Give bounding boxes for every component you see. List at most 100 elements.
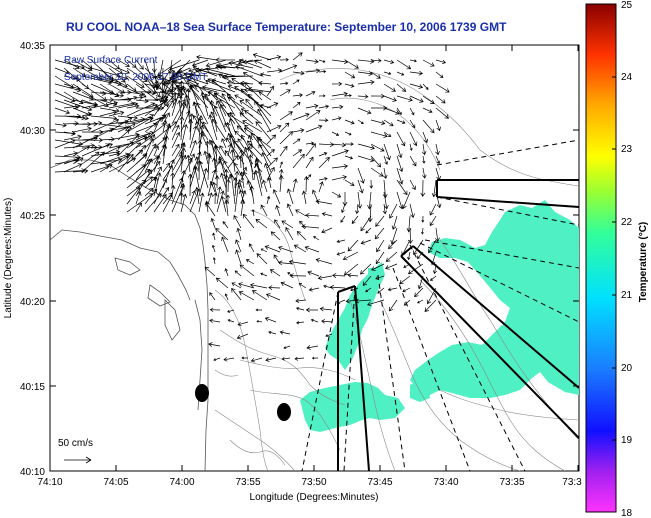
current-vector bbox=[321, 212, 333, 217]
current-vector bbox=[278, 174, 284, 193]
current-vector bbox=[266, 157, 278, 169]
current-vector bbox=[233, 140, 254, 165]
current-vector bbox=[192, 101, 200, 125]
current-vector bbox=[197, 68, 227, 77]
current-vector bbox=[272, 189, 281, 205]
current-vector bbox=[189, 153, 196, 165]
current-vector bbox=[224, 174, 229, 205]
current-vector bbox=[357, 143, 375, 150]
current-vector bbox=[211, 181, 218, 197]
current-vector bbox=[81, 91, 109, 108]
current-vector bbox=[221, 236, 229, 253]
x-axis-label: Longitude (Degrees:Minutes) bbox=[250, 492, 379, 503]
current-vector bbox=[198, 160, 209, 189]
current-vector bbox=[126, 91, 145, 97]
current-vector bbox=[318, 156, 330, 169]
current-vector bbox=[292, 138, 301, 145]
current-vector bbox=[179, 116, 185, 141]
current-vector bbox=[435, 107, 450, 119]
current-vector bbox=[259, 72, 272, 77]
current-vector bbox=[409, 179, 416, 191]
current-vector bbox=[396, 167, 404, 185]
current-vector bbox=[344, 71, 356, 79]
current-vector bbox=[304, 245, 320, 253]
y-tick-label: 40:15 bbox=[20, 382, 45, 393]
current-vector bbox=[251, 209, 255, 217]
current-vector bbox=[279, 122, 290, 133]
current-vector bbox=[233, 215, 242, 229]
current-vector bbox=[424, 299, 437, 312]
current-vector bbox=[99, 107, 120, 114]
current-vector bbox=[72, 168, 89, 174]
current-vector bbox=[175, 84, 182, 101]
current-vector bbox=[261, 152, 272, 173]
current-vector bbox=[212, 118, 227, 141]
current-vector bbox=[213, 105, 227, 133]
current-vector bbox=[266, 68, 283, 73]
current-vector bbox=[234, 270, 242, 277]
current-vector bbox=[135, 59, 144, 70]
current-vector bbox=[409, 119, 416, 129]
current-vector bbox=[258, 137, 272, 157]
current-vector bbox=[422, 167, 427, 179]
current-vector bbox=[261, 179, 268, 193]
current-vector bbox=[266, 149, 275, 157]
current-vector bbox=[170, 172, 176, 189]
current-vector bbox=[407, 263, 424, 275]
axis-ticks bbox=[49, 44, 579, 472]
current-vector bbox=[318, 59, 326, 63]
current-vector bbox=[301, 190, 307, 205]
colorbar-tick-label: 24 bbox=[621, 72, 633, 83]
x-tick-labels: 74:10 74:05 74:00 73:55 73:50 73:45 73:4… bbox=[37, 477, 582, 488]
current-vector bbox=[315, 199, 333, 205]
current-vector bbox=[90, 118, 120, 133]
current-vector bbox=[99, 91, 125, 98]
current-vector bbox=[253, 162, 258, 169]
current-vector bbox=[126, 75, 145, 88]
current-vector bbox=[227, 309, 235, 313]
current-vector bbox=[402, 287, 411, 293]
current-vector bbox=[409, 95, 424, 103]
current-vector bbox=[310, 318, 319, 323]
current-vector bbox=[264, 245, 281, 253]
current-vector bbox=[191, 59, 209, 67]
current-vector bbox=[383, 167, 388, 180]
current-vector bbox=[209, 99, 218, 133]
current-vector bbox=[431, 179, 437, 198]
current-vector bbox=[292, 128, 305, 133]
current-vector bbox=[275, 204, 281, 217]
x-tick-label: 73:45 bbox=[367, 477, 392, 488]
current-vector bbox=[422, 95, 435, 104]
y-tick-label: 40:20 bbox=[20, 297, 45, 308]
current-vector bbox=[234, 130, 245, 141]
current-vector bbox=[117, 122, 136, 133]
current-vector bbox=[280, 281, 294, 289]
current-vector bbox=[357, 167, 365, 184]
current-vector bbox=[365, 287, 372, 293]
current-vector bbox=[90, 91, 107, 96]
current-vector bbox=[396, 155, 404, 173]
current-vector bbox=[292, 52, 303, 61]
current-vector bbox=[388, 299, 398, 312]
current-vector bbox=[242, 120, 263, 133]
current-vector bbox=[396, 59, 412, 70]
current-vector bbox=[234, 170, 240, 197]
current-vector bbox=[245, 98, 254, 109]
current-vector bbox=[260, 272, 268, 277]
current-vector bbox=[292, 101, 301, 109]
current-vector bbox=[63, 120, 79, 126]
current-vector bbox=[325, 333, 333, 338]
current-vector bbox=[188, 118, 194, 133]
scale-arrow bbox=[64, 456, 92, 464]
current-vector bbox=[382, 179, 388, 199]
current-vector bbox=[169, 76, 182, 93]
current-vector bbox=[292, 112, 310, 121]
current-vector bbox=[153, 166, 162, 181]
current-vector bbox=[278, 245, 294, 253]
y-tick-labels: 40:35 40:30 40:25 40:20 40:15 40:10 bbox=[20, 41, 45, 478]
current-vector bbox=[254, 100, 272, 125]
current-vector bbox=[344, 94, 352, 97]
current-vector bbox=[360, 263, 372, 275]
current-vector bbox=[171, 124, 180, 141]
current-vector bbox=[72, 157, 84, 165]
